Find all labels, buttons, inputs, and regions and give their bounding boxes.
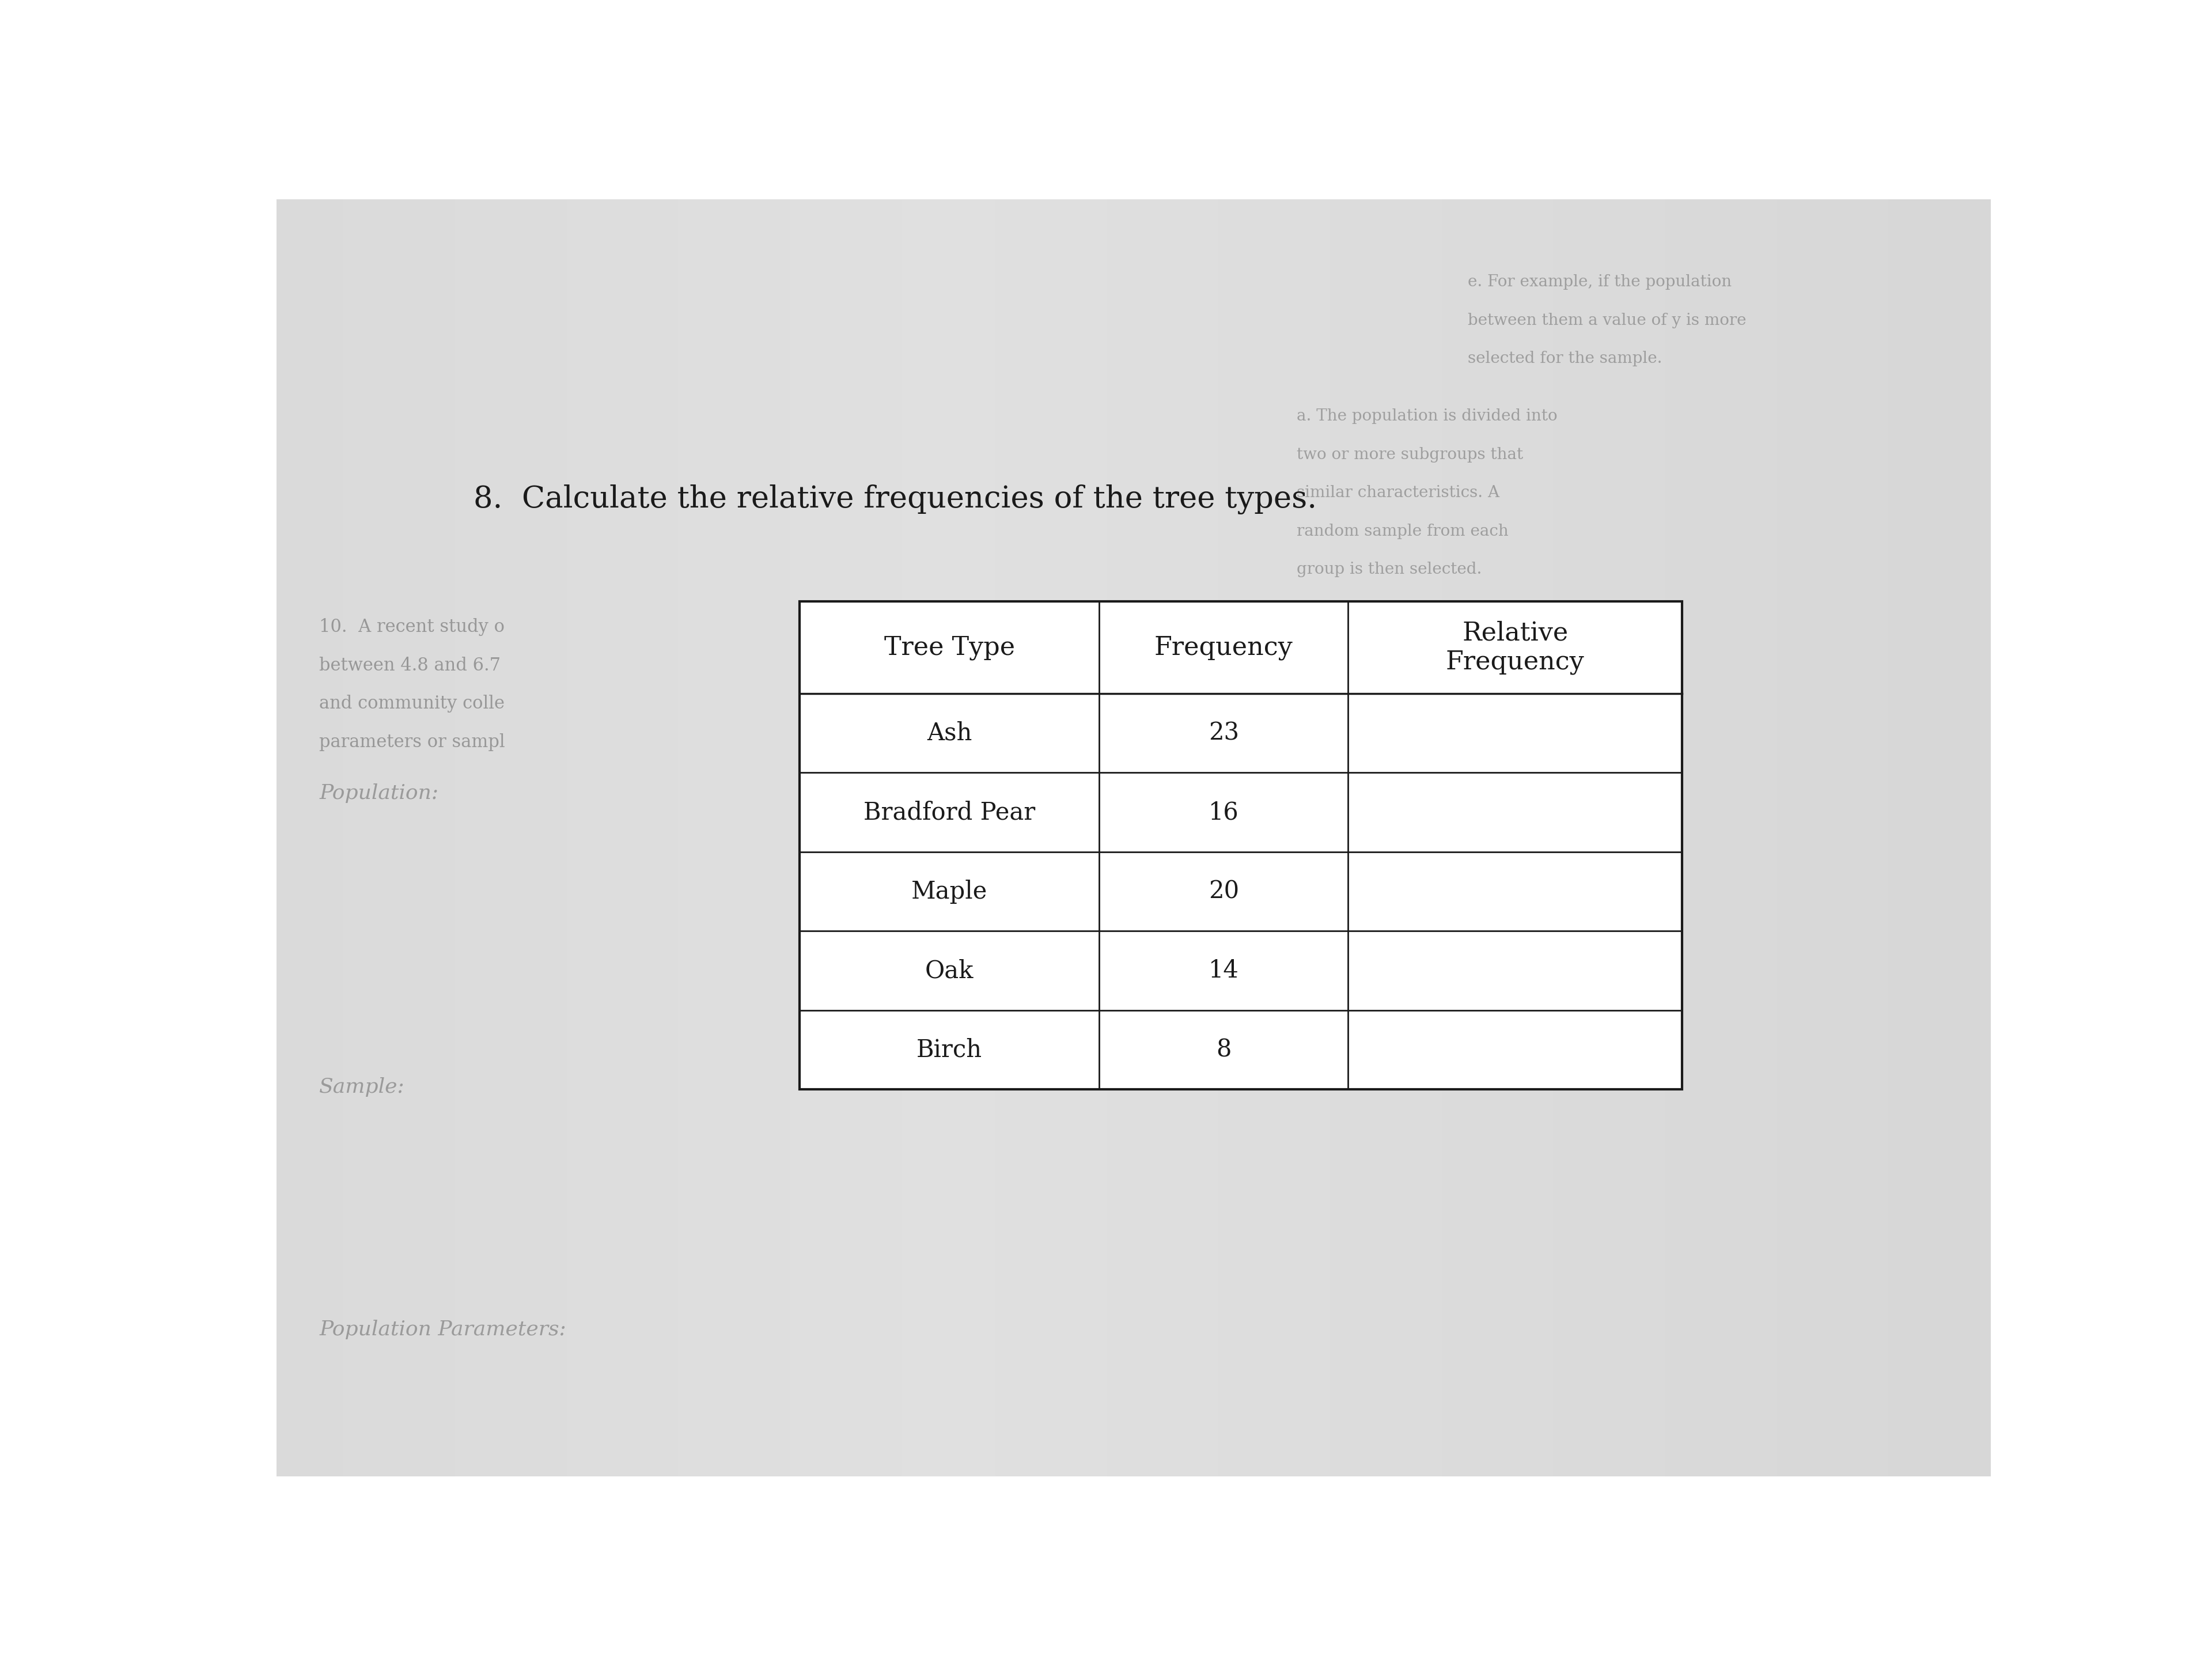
Text: group is then selected.: group is then selected. [1296, 562, 1482, 577]
Text: Ash: Ash [927, 722, 971, 745]
Text: 8: 8 [1217, 1039, 1232, 1062]
Text: Frequency: Frequency [1155, 635, 1294, 660]
Text: 16: 16 [1208, 800, 1239, 825]
Text: 8.  Calculate the relative frequencies of the tree types.: 8. Calculate the relative frequencies of… [473, 484, 1316, 514]
Text: parameters or sampl: parameters or sampl [319, 733, 504, 752]
Text: Population:: Population: [319, 783, 438, 803]
Text: Maple: Maple [911, 879, 987, 904]
Text: selected for the sample.: selected for the sample. [1469, 352, 1663, 367]
Text: 23: 23 [1208, 722, 1239, 745]
Text: between them a value of y is more: between them a value of y is more [1469, 312, 1747, 328]
Text: and community colle: and community colle [319, 695, 504, 713]
Bar [799, 602, 1683, 1090]
Text: similar characteristics. A: similar characteristics. A [1296, 484, 1500, 501]
Text: a. The population is divided into: a. The population is divided into [1296, 408, 1557, 425]
Text: 14: 14 [1208, 959, 1239, 982]
Text: random sample from each: random sample from each [1296, 524, 1509, 539]
Text: two or more subgroups that: two or more subgroups that [1296, 446, 1524, 463]
Text: Relative
Frequency: Relative Frequency [1447, 620, 1584, 675]
Text: Bradford Pear: Bradford Pear [863, 800, 1035, 825]
Text: e. For example, if the population: e. For example, if the population [1469, 274, 1732, 290]
Bar [799, 602, 1683, 1090]
Text: 20: 20 [1208, 879, 1239, 904]
Text: 10.  A recent study o: 10. A recent study o [319, 619, 504, 635]
Text: between 4.8 and 6.7: between 4.8 and 6.7 [319, 657, 500, 674]
Text: Sample:: Sample: [319, 1077, 405, 1097]
Text: Tree Type: Tree Type [885, 635, 1015, 660]
Text: Population Parameters:: Population Parameters: [319, 1321, 566, 1339]
Text: Oak: Oak [925, 959, 973, 982]
Text: Birch: Birch [916, 1039, 982, 1062]
